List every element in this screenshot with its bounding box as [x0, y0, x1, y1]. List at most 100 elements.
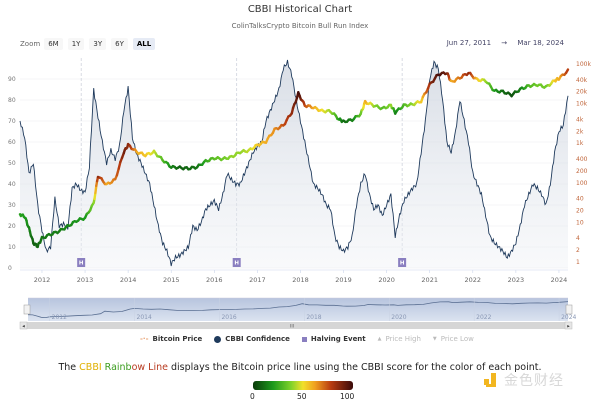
triangle-up-icon: ▲ [377, 336, 382, 342]
scroll-left-button[interactable] [19, 321, 28, 330]
navigator-label: 2020 [391, 314, 406, 321]
x-tick-label: 2012 [34, 276, 51, 284]
y-left-tick-label: 90 [8, 76, 16, 83]
caption-suffix: displays the Bitcoin price line using th… [167, 362, 542, 373]
navigator-right-handle[interactable] [565, 304, 573, 315]
navigator-label: 2022 [476, 314, 491, 321]
halving-marker[interactable] [232, 258, 241, 267]
range-to-input[interactable]: Mar 18, 2024 [517, 39, 564, 47]
y-left-tick-label: 40 [8, 181, 16, 188]
triangle-down-icon: ▼ [432, 336, 437, 342]
navigator-scrollbar[interactable] [20, 322, 572, 329]
zoom-selector: Zoom 6M 1Y 3Y 6Y ALL [20, 38, 160, 50]
watermark-text: 金色财经 [504, 373, 564, 389]
zoom-1y-button[interactable]: 1Y [67, 38, 85, 50]
color-scale-tick-0: 0 [250, 392, 255, 401]
legend-halving-event[interactable]: Halving Event [301, 335, 366, 343]
y-left-tick-label: 50 [8, 160, 16, 167]
zoom-all-button[interactable]: ALL [132, 38, 156, 50]
navigator-label: 2024 [561, 314, 576, 321]
y-left-tick-label: 20 [8, 223, 16, 230]
legend-label: Bitcoin Price [152, 335, 203, 343]
circle-icon [214, 335, 222, 343]
legend: -·- Bitcoin Price CBBI Confidence Halvin… [140, 335, 486, 343]
y-right-tick-label: 4k [576, 116, 584, 123]
range-from-input[interactable]: Jun 27, 2011 [446, 39, 492, 47]
halving-marker-label: H [234, 261, 239, 267]
zoom-6m-button[interactable]: 6M [44, 38, 63, 50]
x-tick-label: 2017 [249, 276, 266, 284]
navigator-series-line [27, 301, 569, 319]
y-right-tick-label: 20 [576, 207, 584, 214]
navigator-labels: 2012 2014 2016 2018 2020 2022 2024 [49, 298, 577, 321]
zoom-3y-button[interactable]: 3Y [89, 38, 107, 50]
legend-bitcoin-price[interactable]: -·- Bitcoin Price [140, 335, 202, 343]
watermark: 金色财经 [484, 370, 564, 390]
halving-marker-label: H [79, 261, 84, 267]
chart-subtitle: ColinTalksCrypto Bitcoin Bull Run Index [231, 22, 369, 30]
x-tick-label: 2024 [551, 276, 568, 284]
x-tick-label: 2019 [335, 276, 352, 284]
legend-label: CBBI Confidence [225, 335, 290, 343]
y-right-tick-label: 20k [576, 89, 588, 96]
scroll-left-arrow-icon: ◂ [22, 324, 25, 330]
y-left-tick-label: 60 [8, 139, 16, 146]
color-scale-tick-50: 50 [297, 392, 307, 401]
y-right-tick-label: 4 [576, 235, 580, 242]
y-right-tick-label: 100 [576, 180, 588, 187]
x-tick-label: 2020 [378, 276, 395, 284]
watermark-logo-icon [484, 373, 498, 387]
caption-highlight-rainbow: Rainb [104, 362, 132, 373]
y-right-tick-label: 2k [576, 128, 584, 135]
x-axis: 2012 2013 2014 2015 2016 2017 2018 2019 2020 2021… [20, 269, 568, 284]
x-tick-label: 2022 [465, 276, 482, 284]
navigator-label: 2014 [137, 314, 152, 321]
x-tick-label: 2023 [508, 276, 525, 284]
zoom-label: Zoom [20, 40, 41, 48]
y-right-tick-label: 400 [576, 156, 588, 163]
caption: The CBBI Rainbow Line displays the Bitco… [0, 362, 600, 373]
navigator-left-handle[interactable] [23, 304, 31, 315]
navigator-label: 2018 [306, 314, 321, 321]
price-rainbow-line [18, 68, 570, 249]
x-tick-label: 2018 [292, 276, 309, 284]
square-icon [301, 336, 307, 342]
y-right-tick-label: 10k [576, 101, 588, 108]
y-right-tick-label: 40k [576, 77, 588, 84]
range-arrow: → [501, 39, 508, 47]
y-right-tick-label: 10 [576, 219, 584, 226]
legend-label: Halving Event [310, 335, 366, 343]
legend-label: Price High [385, 335, 421, 343]
y-left-tick-label: 70 [8, 118, 16, 125]
legend-cbbi-confidence[interactable]: CBBI Confidence [214, 335, 290, 343]
y-right-tick-label: 1 [576, 259, 580, 266]
x-tick-label: 2014 [120, 276, 137, 284]
y-left-tick-label: 0 [8, 265, 12, 272]
price-segment [94, 184, 98, 195]
halving-marker[interactable] [77, 258, 86, 267]
legend-label: Price Low [440, 335, 474, 343]
navigator[interactable]: 2012 2014 2016 2018 2020 2022 2024 ◂ ▸ III [0, 295, 600, 335]
scrollbar-grip-icon[interactable]: III [290, 324, 294, 330]
y-left-tick-label: 10 [8, 244, 16, 251]
legend-price-low[interactable]: ▼ Price Low [433, 335, 474, 343]
halving-marker[interactable] [398, 258, 407, 267]
y-right-tick-label: 100k [576, 61, 591, 68]
caption-highlight-line: ow Line [131, 362, 168, 373]
legend-price-high[interactable]: ▲ Price High [378, 335, 421, 343]
scroll-right-arrow-icon: ▸ [567, 324, 570, 330]
caption-prefix: The [58, 362, 80, 373]
date-range: Jun 27, 2011 → Mar 18, 2024 [443, 39, 568, 47]
color-scale-bar [253, 381, 353, 390]
main-chart: 0 10 20 30 40 50 60 70 80 90 1 2 4 10 20 40 100 200 400 1k… [8, 58, 591, 284]
y-axis-left: 0 10 20 30 40 50 60 70 80 90 [8, 76, 16, 272]
zoom-6y-button[interactable]: 6Y [111, 38, 128, 50]
cbbi-line [19, 59, 569, 267]
navigator-label: 2012 [52, 314, 67, 321]
chart-title: CBBI Historical Chart [247, 4, 353, 15]
cbbi-area-fill [20, 60, 568, 268]
scroll-right-button[interactable] [564, 321, 573, 330]
price-segment [565, 68, 570, 74]
navigator-selected-range[interactable] [28, 298, 568, 321]
